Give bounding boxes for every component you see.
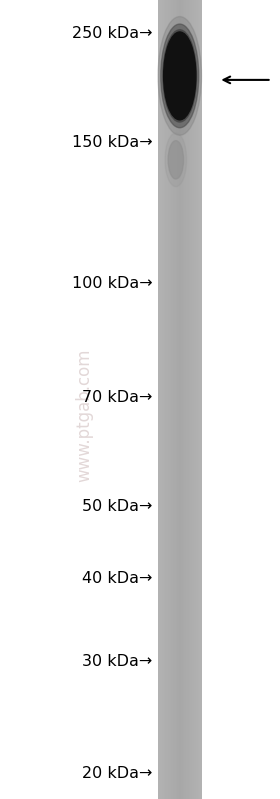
Bar bbox=[163, 0, 164, 799]
Ellipse shape bbox=[165, 133, 186, 187]
Text: www.ptgab.com: www.ptgab.com bbox=[75, 348, 93, 483]
Text: 20 kDa→: 20 kDa→ bbox=[82, 766, 153, 781]
Bar bbox=[181, 0, 182, 799]
Bar bbox=[183, 0, 184, 799]
Bar bbox=[180, 0, 181, 799]
Ellipse shape bbox=[164, 32, 196, 120]
Bar bbox=[161, 0, 162, 799]
Bar bbox=[193, 0, 194, 799]
Bar bbox=[200, 0, 201, 799]
Bar bbox=[173, 0, 174, 799]
Bar bbox=[166, 0, 167, 799]
Bar bbox=[172, 0, 173, 799]
Bar bbox=[190, 0, 191, 799]
Text: 250 kDa→: 250 kDa→ bbox=[72, 26, 153, 41]
Bar bbox=[159, 0, 160, 799]
Ellipse shape bbox=[161, 24, 199, 128]
Bar bbox=[165, 0, 166, 799]
Bar bbox=[170, 0, 171, 799]
Text: 30 kDa→: 30 kDa→ bbox=[82, 654, 153, 669]
Bar bbox=[171, 0, 172, 799]
Bar bbox=[160, 0, 161, 799]
Bar bbox=[191, 0, 192, 799]
Bar bbox=[197, 0, 198, 799]
Bar bbox=[176, 0, 177, 799]
Text: 70 kDa→: 70 kDa→ bbox=[82, 390, 153, 404]
Bar bbox=[175, 0, 176, 799]
Bar bbox=[168, 0, 169, 799]
Ellipse shape bbox=[158, 17, 202, 135]
Text: 100 kDa→: 100 kDa→ bbox=[72, 276, 153, 291]
Bar bbox=[195, 0, 196, 799]
Text: 50 kDa→: 50 kDa→ bbox=[82, 499, 153, 514]
Bar bbox=[179, 0, 180, 799]
Bar bbox=[189, 0, 190, 799]
Text: 40 kDa→: 40 kDa→ bbox=[82, 571, 153, 586]
Text: 150 kDa→: 150 kDa→ bbox=[72, 135, 153, 149]
Bar bbox=[194, 0, 195, 799]
Bar bbox=[187, 0, 188, 799]
Bar bbox=[174, 0, 175, 799]
Bar bbox=[177, 0, 178, 799]
Bar bbox=[184, 0, 185, 799]
Bar bbox=[198, 0, 199, 799]
Bar bbox=[185, 0, 186, 799]
Bar bbox=[196, 0, 197, 799]
Bar bbox=[199, 0, 200, 799]
Bar bbox=[178, 0, 179, 799]
Ellipse shape bbox=[163, 30, 197, 122]
Bar bbox=[192, 0, 193, 799]
Bar bbox=[182, 0, 183, 799]
Bar bbox=[158, 0, 159, 799]
Bar bbox=[162, 0, 163, 799]
Bar bbox=[188, 0, 189, 799]
Bar bbox=[186, 0, 187, 799]
Bar bbox=[201, 0, 202, 799]
Bar bbox=[188, 0, 189, 799]
Ellipse shape bbox=[168, 141, 184, 179]
Bar bbox=[164, 0, 165, 799]
Bar bbox=[167, 0, 168, 799]
Bar bbox=[169, 0, 170, 799]
